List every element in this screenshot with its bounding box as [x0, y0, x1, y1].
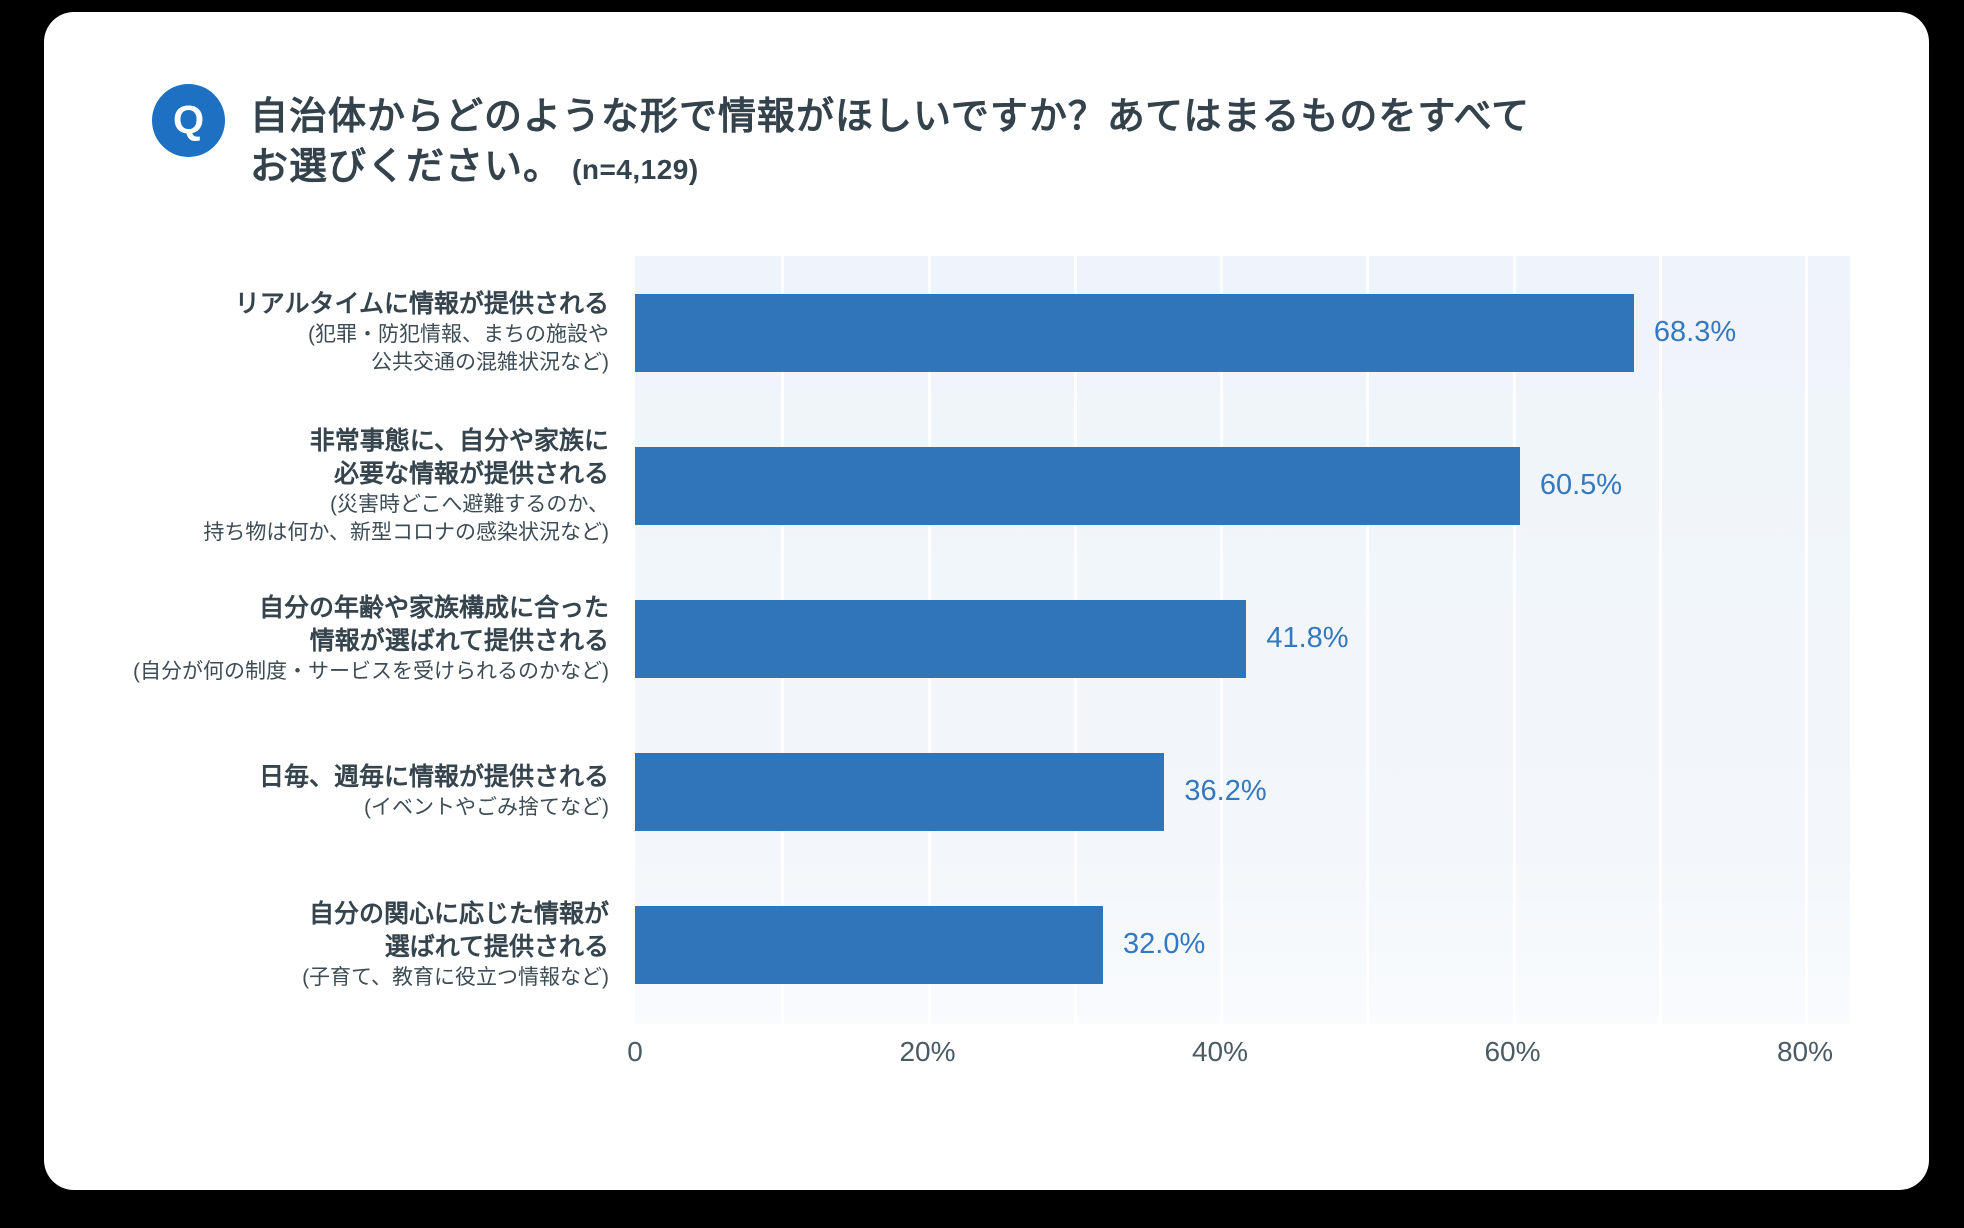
x-axis-tick-label: 80% [1776, 1036, 1834, 1067]
category-label: 日毎、週毎に情報が提供される [258, 763, 609, 791]
value-label: 68.3% [1653, 316, 1737, 348]
category-label: 必要な情報が提供される [333, 459, 609, 488]
value-label: 32.0% [1123, 928, 1206, 960]
bar [635, 446, 1520, 525]
chart-row: 自分の関心に応じた情報が選ばれて提供される (子育て、教育に役立つ情報など) 32.… [44, 868, 1929, 1021]
category-sublabel: (犯罪・防犯情報、まちの施設や [308, 323, 609, 346]
category-label-block: 日毎、週毎に情報が提供される (イベントやごみ捨てなど) [44, 761, 635, 822]
x-axis-tick-label: 20% [899, 1036, 956, 1067]
bar [635, 599, 1247, 678]
chart-row: 自分の年齢や家族構成に合った情報が選ばれて提供される (自分が何の制度・サービスを… [44, 562, 1929, 715]
question-badge-letter: Q [172, 98, 205, 142]
gridline [1366, 256, 1370, 1024]
x-axis-tick-label: 40% [1191, 1036, 1249, 1067]
category-label: 自分の年齢や家族構成に合った [258, 593, 609, 622]
survey-chart-card: Q 自治体からどのような形で情報がほしいですか？あてはまるものをすべて お選びく… [44, 12, 1929, 1190]
value-label: 36.2% [1184, 775, 1267, 807]
bar-cell: 68.3% [635, 293, 1929, 372]
value-label: 60.5% [1539, 469, 1623, 501]
category-label: 情報が選ばれて提供される [309, 626, 609, 655]
chart-row: 非常事態に、自分や家族に必要な情報が提供される (災害時どこへ避難するのか、持ち物… [44, 409, 1929, 562]
bar-cell: 41.8% [635, 599, 1929, 678]
bar-cell: 32.0% [635, 905, 1929, 984]
chart-title-line1: 自治体からどのような形で情報がほしいですか？あてはまるものをすべて [250, 96, 1531, 138]
bar-cell: 60.5% [635, 446, 1929, 525]
category-label-block: 自分の関心に応じた情報が選ばれて提供される (子育て、教育に役立つ情報など) [44, 898, 635, 992]
x-axis-tick-label: 60% [1484, 1036, 1541, 1067]
chart-title: 自治体からどのような形で情報がほしいですか？あてはまるものをすべて お選びくださ… [250, 92, 1810, 195]
category-sublabel: 持ち物は何か、新型コロナの感染状況など) [203, 520, 609, 544]
gridline [1658, 256, 1662, 1024]
category-sublabel: 公共交通の混雑状況など) [371, 351, 609, 374]
bar [635, 752, 1165, 831]
category-sublabel: (自分が何の制度・サービスを受けられるのかなど) [133, 659, 609, 683]
x-axis: 0 20% 40% 60% 80% [627, 1036, 1850, 1076]
category-sublabel: (災害時どこへ避難するのか、 [330, 492, 609, 516]
sample-size-note: (n=4,129) [572, 154, 699, 185]
chart-title-line2: お選びください。 (n=4,129) [250, 146, 699, 188]
category-label-block: 非常事態に、自分や家族に必要な情報が提供される (災害時どこへ避難するのか、持ち物… [44, 425, 635, 547]
category-label: リアルタイムに情報が提供される [234, 290, 609, 318]
category-sublabel: (イベントやごみ捨てなど) [364, 796, 609, 819]
x-axis-tick-label: 0 [627, 1036, 643, 1067]
chart-row: 日毎、週毎に情報が提供される (イベントやごみ捨てなど) 36.2% [44, 715, 1929, 868]
bar [635, 293, 1634, 372]
value-label: 41.8% [1266, 622, 1349, 654]
category-label-block: 自分の年齢や家族構成に合った情報が選ばれて提供される (自分が何の制度・サービスを… [44, 592, 635, 686]
question-badge: Q [152, 84, 225, 157]
bar-cell: 36.2% [635, 752, 1929, 831]
category-sublabel: (子育て、教育に役立つ情報など) [302, 965, 609, 989]
category-label: 選ばれて提供される [384, 932, 609, 961]
chart-row: リアルタイムに情報が提供される (犯罪・防犯情報、まちの施設や公共交通の混雑状況な… [44, 256, 1929, 409]
bar [635, 905, 1103, 984]
category-label: 自分の関心に応じた情報が [308, 899, 609, 928]
bar-rows: リアルタイムに情報が提供される (犯罪・防犯情報、まちの施設や公共交通の混雑状況な… [44, 256, 1929, 1021]
gridline [1512, 256, 1516, 1024]
category-label-block: リアルタイムに情報が提供される (犯罪・防犯情報、まちの施設や公共交通の混雑状況な… [44, 288, 635, 377]
category-label: 非常事態に、自分や家族に [309, 426, 609, 455]
gridline [1805, 256, 1808, 1024]
